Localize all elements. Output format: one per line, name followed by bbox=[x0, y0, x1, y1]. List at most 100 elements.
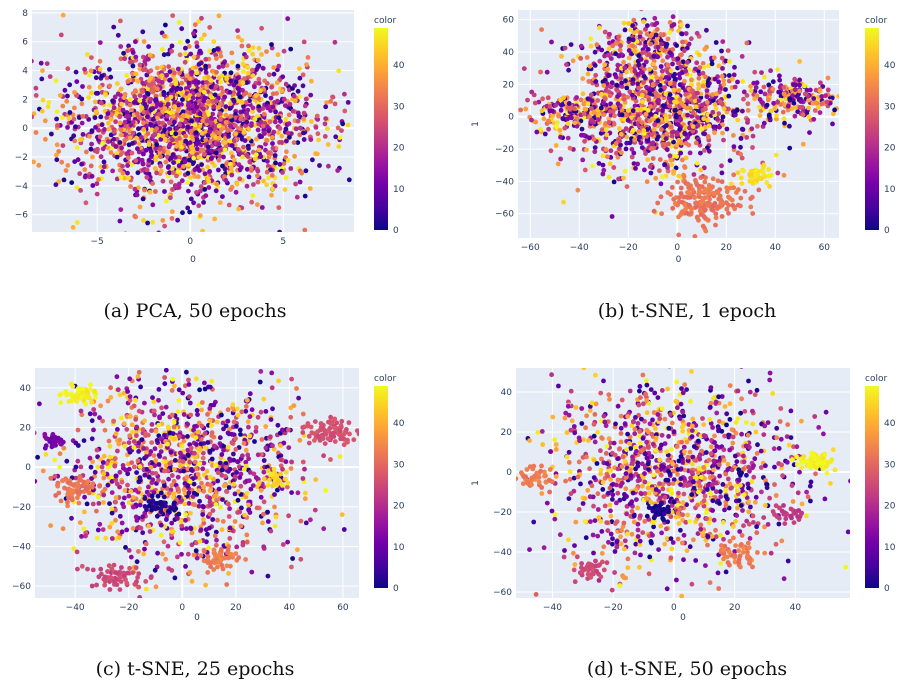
scatter-point bbox=[185, 170, 191, 176]
scatter-point bbox=[211, 434, 217, 440]
scatter-point bbox=[147, 189, 153, 195]
scatter-point bbox=[567, 106, 573, 112]
scatter-point bbox=[114, 111, 120, 116]
scatter-point bbox=[177, 130, 182, 136]
scatter-point bbox=[119, 101, 124, 107]
scatter-point bbox=[237, 475, 243, 480]
scatter-point bbox=[275, 52, 281, 58]
scatter-point bbox=[701, 116, 707, 122]
scatter-point bbox=[669, 162, 675, 168]
scatter-point bbox=[650, 82, 656, 87]
scatter-point bbox=[218, 53, 224, 59]
scatter-point bbox=[134, 135, 139, 141]
scatter-point bbox=[169, 529, 175, 535]
scatter-point bbox=[187, 209, 193, 215]
scatter-point bbox=[106, 120, 111, 126]
scatter-point bbox=[107, 443, 113, 449]
scatter-point bbox=[82, 66, 87, 72]
scatter-point bbox=[290, 108, 296, 114]
scatter-point bbox=[251, 182, 256, 187]
scatter-point bbox=[94, 535, 100, 541]
scatter-point bbox=[158, 102, 164, 108]
scatter-point bbox=[265, 105, 270, 111]
scatter-point bbox=[245, 65, 251, 70]
scatter-point bbox=[278, 118, 283, 124]
scatter-point bbox=[145, 131, 151, 136]
scatter-point bbox=[105, 398, 111, 404]
scatter-point bbox=[541, 116, 547, 122]
scatter-point bbox=[270, 135, 275, 140]
scatter-point bbox=[592, 149, 598, 155]
scatter-point bbox=[210, 132, 215, 138]
x-tick-label: −60 bbox=[521, 243, 540, 253]
scatter-point bbox=[231, 98, 237, 104]
scatter-point bbox=[114, 154, 120, 160]
scatter-point bbox=[110, 168, 115, 174]
scatter-point bbox=[136, 141, 142, 147]
x-tick-label: −20 bbox=[619, 243, 638, 253]
scatter-point bbox=[345, 122, 351, 128]
scatter-point bbox=[235, 98, 241, 103]
scatter-point bbox=[148, 75, 154, 81]
scatter-point bbox=[243, 494, 249, 500]
scatter-point bbox=[687, 150, 693, 156]
scatter-point bbox=[590, 163, 595, 169]
scatter-point bbox=[578, 43, 584, 49]
scatter-point bbox=[178, 463, 183, 469]
scatter-point bbox=[259, 25, 264, 31]
scatter-point bbox=[687, 105, 693, 111]
scatter-point bbox=[267, 119, 273, 125]
scatter-point bbox=[137, 62, 143, 68]
scatter-point bbox=[73, 475, 79, 481]
scatter-point bbox=[234, 181, 240, 187]
scatter-point bbox=[650, 156, 656, 161]
scatter-point bbox=[321, 453, 326, 459]
scatter-point bbox=[222, 482, 228, 488]
scatter-point bbox=[600, 153, 606, 159]
scatter-point bbox=[683, 206, 688, 212]
y-tick-label: 20 bbox=[20, 423, 32, 433]
scatter-point bbox=[836, 93, 839, 99]
scatter-point bbox=[693, 200, 698, 206]
scatter-point bbox=[105, 482, 111, 488]
scatter-point bbox=[146, 484, 151, 490]
scatter-point bbox=[97, 415, 102, 421]
scatter-point bbox=[229, 172, 235, 178]
scatter-point bbox=[621, 20, 627, 26]
scatter-point bbox=[721, 137, 726, 143]
scatter-point bbox=[233, 131, 239, 137]
scatter-point bbox=[700, 83, 706, 89]
scatter-point bbox=[54, 142, 60, 148]
scatter-point bbox=[701, 131, 706, 136]
scatter-point bbox=[121, 95, 127, 101]
scatter-point bbox=[816, 104, 821, 110]
scatter-point bbox=[752, 96, 757, 102]
scatter-point bbox=[163, 404, 169, 410]
scatter-point bbox=[134, 192, 140, 198]
scatter-point bbox=[761, 84, 767, 90]
colorbar-tick-label: 20 bbox=[884, 144, 896, 154]
scatter-point bbox=[665, 62, 671, 68]
scatter-point bbox=[613, 74, 619, 80]
scatter-point bbox=[565, 121, 571, 126]
scatter-point bbox=[679, 52, 684, 58]
scatter-point bbox=[246, 146, 251, 151]
scatter-point bbox=[660, 108, 665, 113]
scatter-point bbox=[323, 104, 329, 110]
scatter-point bbox=[270, 145, 276, 151]
scatter-point bbox=[677, 110, 683, 115]
scatter-point bbox=[647, 66, 652, 72]
scatter-point bbox=[580, 91, 586, 97]
scatter-point bbox=[175, 474, 181, 480]
scatter-point bbox=[192, 22, 198, 28]
scatter-point bbox=[635, 113, 641, 118]
scatter-point bbox=[199, 480, 204, 486]
scatter-point bbox=[704, 88, 710, 93]
scatter-point bbox=[643, 59, 649, 65]
scatter-point bbox=[665, 54, 670, 60]
scatter-point bbox=[639, 145, 645, 151]
scatter-point bbox=[15, 102, 20, 107]
scatter-point bbox=[297, 125, 303, 131]
scatter-point bbox=[140, 29, 146, 35]
x-tick-label: 0 bbox=[674, 243, 680, 253]
